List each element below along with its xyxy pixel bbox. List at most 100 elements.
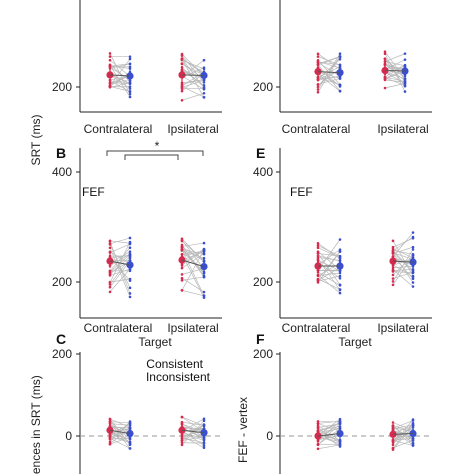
subject-connector [392, 249, 414, 282]
subject-connector [392, 269, 414, 287]
inconsistent-subject-point [128, 87, 132, 90]
subject-connector [384, 51, 406, 80]
subject-connector [109, 66, 131, 81]
panel-e-category-ipsilateral: Ipsilateral [377, 321, 428, 335]
inconsistent-subject-point [128, 441, 132, 444]
subject-connector [317, 73, 341, 92]
consistent-subject-point [316, 281, 320, 284]
consistent-subject-point [180, 99, 184, 102]
mean-connector [109, 74, 131, 77]
mean-connector [317, 71, 341, 74]
consistent-subject-point [391, 280, 395, 283]
subject-connector [317, 251, 341, 271]
subject-connector [317, 69, 341, 80]
subject-connector [109, 86, 131, 92]
subject-connector [317, 423, 341, 428]
subject-connector [181, 249, 205, 259]
subject-connector [317, 443, 341, 446]
panel-f-points [314, 417, 417, 451]
panel-a-points [106, 52, 208, 102]
panel-b-points [106, 236, 208, 299]
consistent-subject-point [180, 239, 184, 243]
consistent-subject-point [108, 269, 112, 273]
panel-b: B FEF 400 200 Contralateral Ipsilateral … [52, 139, 222, 335]
panel-b-tick-label-400: 400 [52, 165, 72, 179]
panel-b-region-label: FEF [82, 185, 105, 199]
inconsistent-subject-point [128, 81, 132, 85]
consistent-subject-point [391, 421, 395, 424]
panel-b-tick-label-200: 200 [52, 275, 72, 289]
inconsistent-subject-point [403, 80, 407, 83]
consistent-subject-point [180, 437, 184, 441]
consistent-subject-point [108, 440, 112, 444]
consistent-subject-point [391, 273, 395, 277]
subject-connector [181, 79, 205, 85]
subject-connector [109, 82, 131, 88]
inconsistent-subject-point [403, 84, 407, 87]
inconsistent-subject-point [202, 444, 206, 447]
subject-connector [317, 258, 341, 291]
inconsistent-subject-point [128, 286, 132, 290]
consistent-subject-point [180, 84, 184, 88]
inconsistent-subject-point [411, 285, 415, 288]
subject-connector [317, 239, 341, 271]
subject-connector [317, 278, 341, 290]
consistent-subject-point [108, 421, 112, 424]
subject-connector [384, 77, 406, 86]
inconsistent-subject-point [128, 236, 132, 240]
inconsistent-subject-point [411, 245, 415, 249]
panel-d-category-ipsilateral: Ipsilateral [377, 122, 428, 136]
subject-connector [181, 238, 205, 262]
consistent-subject-point [108, 243, 112, 246]
consistent-subject-point [316, 78, 320, 81]
panel-d: 200 Contralateral Ipsilateral [253, 0, 432, 136]
mean-connector [181, 429, 205, 434]
inconsistent-subject-point [128, 246, 132, 249]
subject-connector [181, 53, 205, 77]
subject-connector [181, 58, 205, 89]
subject-connector [384, 76, 406, 82]
subject-connector [317, 56, 341, 93]
consistent-subject-point [108, 246, 112, 250]
inconsistent-subject-point [338, 52, 342, 55]
inconsistent-subject-point [411, 275, 415, 279]
subject-connector [181, 59, 205, 70]
consistent-subject-point [180, 289, 184, 292]
subject-connector [384, 72, 406, 79]
inconsistent-subject-point [128, 242, 132, 246]
subject-connector [181, 59, 205, 98]
panel-d-category-contralateral: Contralateral [282, 122, 351, 136]
consistent-subject-point [108, 283, 112, 286]
subject-connector [181, 247, 205, 277]
panel-e-region-label: FEF [290, 185, 313, 199]
subject-connector [109, 421, 131, 424]
consistent-subject-point [383, 52, 387, 56]
consistent-subject-point [316, 59, 320, 62]
subject-connector [392, 232, 414, 258]
inconsistent-subject-point [128, 240, 132, 244]
inconsistent-subject-point [128, 95, 132, 99]
subject-connector [384, 58, 406, 79]
subject-connector [392, 424, 414, 435]
consistent-subject-point [391, 249, 395, 253]
subject-connector [392, 440, 414, 446]
subject-connector [181, 67, 205, 78]
subject-connector [392, 252, 414, 260]
inconsistent-subject-point [411, 419, 415, 422]
panel-a-category-contralateral: Contralateral [84, 122, 153, 136]
subject-connector [109, 59, 131, 77]
inconsistent-subject-point [411, 281, 415, 284]
consistent-subject-point [108, 417, 112, 421]
consistent-subject-point [180, 266, 184, 270]
subject-connector [181, 79, 205, 88]
inconsistent-subject-point [128, 421, 132, 425]
mean-connector [317, 433, 341, 437]
inconsistent-subject-point [128, 55, 132, 59]
subject-connector [392, 250, 414, 255]
subject-connector [109, 254, 131, 259]
panel-c: C 200 0 Consistent Inconsistent erences … [29, 331, 222, 474]
inconsistent-subject-point [202, 446, 206, 450]
srt-y-axis-label: SRT (ms) [29, 115, 43, 166]
inconsistent-subject-point [202, 252, 206, 255]
subject-connector [181, 435, 205, 449]
